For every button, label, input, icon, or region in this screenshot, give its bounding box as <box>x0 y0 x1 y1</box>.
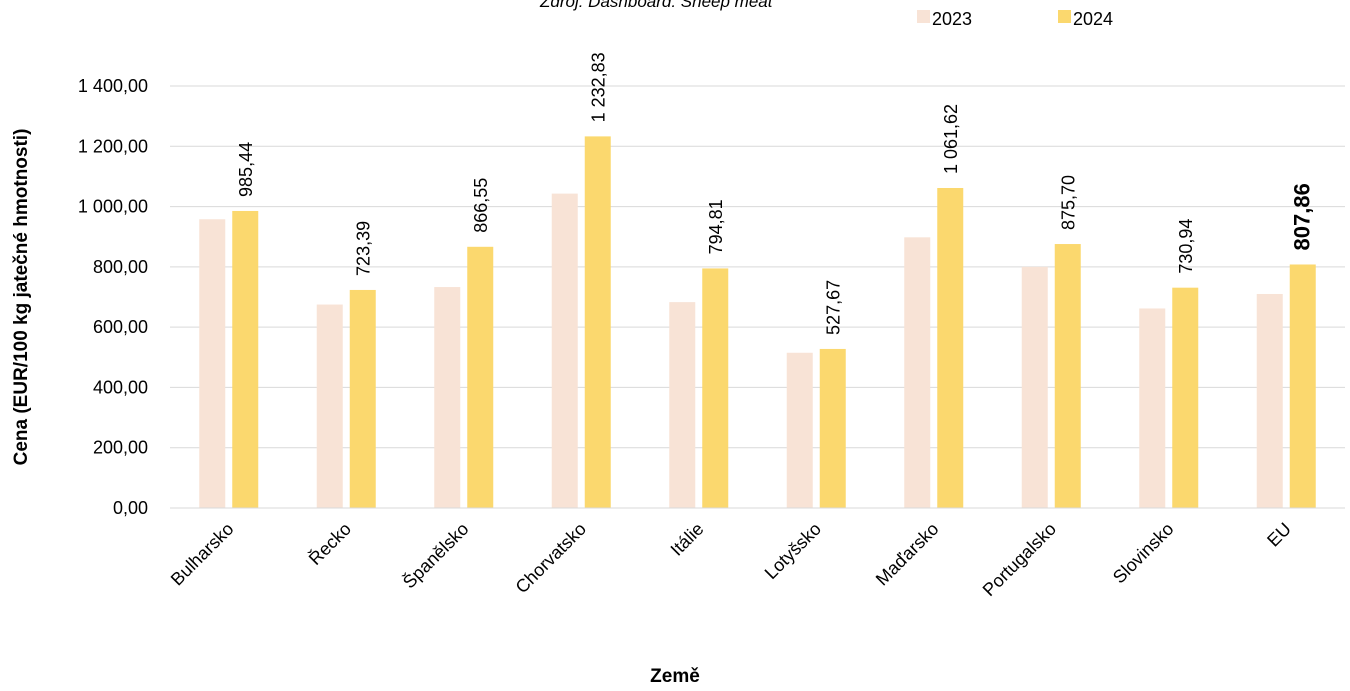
y-tick-label: 1 000,00 <box>78 197 148 217</box>
bar-2024 <box>819 348 846 508</box>
bar-2024 <box>349 289 376 508</box>
bar-2023 <box>904 237 931 508</box>
bar-2024 <box>1289 264 1316 508</box>
bar-2023 <box>1139 308 1166 508</box>
bar-2023 <box>1021 266 1048 508</box>
data-label-2024: 794,81 <box>706 199 726 254</box>
data-label-2024: 985,44 <box>236 142 256 197</box>
data-label-2024: 1 061,62 <box>941 104 961 174</box>
data-labels: 985,44 723,39 866,55 1 232,83 794,81 527,67 1 … <box>236 52 1315 335</box>
data-label-2024: 723,39 <box>354 221 374 276</box>
bar-2024 <box>232 210 259 508</box>
data-label-2024: 1 232,83 <box>589 52 609 122</box>
bar-2024 <box>467 246 494 509</box>
legend-label-2024: 2024 <box>1073 9 1113 29</box>
bars <box>199 136 1316 509</box>
x-tick-label: EU <box>1263 519 1295 551</box>
data-label-2024: 527,67 <box>824 280 844 335</box>
bar-2023 <box>786 352 813 508</box>
gridlines <box>170 85 1345 449</box>
y-axis-title: Cena (EUR/100 kg jatečné hmotnosti) <box>11 129 32 466</box>
data-label-2024: 866,55 <box>471 178 491 233</box>
x-axis-title: Země <box>650 666 700 686</box>
x-tick-label: Itálie <box>667 519 708 560</box>
bar-2023 <box>434 287 461 508</box>
source-note: Zdroj: Dashboard: Sheep meat <box>540 0 773 11</box>
y-tick-label: 1 200,00 <box>78 136 148 156</box>
legend: 2023 2024 <box>917 9 1113 29</box>
legend-swatch-2024 <box>1058 10 1071 23</box>
bar-2024 <box>1054 244 1081 508</box>
y-tick-label: 200,00 <box>93 438 148 458</box>
y-axis-ticks: 0,00 200,00 400,00 600,00 800,00 1 000,00 1 20… <box>78 76 148 518</box>
bar-2024 <box>937 187 964 508</box>
y-tick-label: 800,00 <box>93 257 148 277</box>
x-tick-label: Bulharsko <box>167 519 238 590</box>
bar-2023 <box>669 302 696 508</box>
y-tick-label: 400,00 <box>93 377 148 397</box>
bar-2024 <box>1172 287 1199 508</box>
data-label-2024: 807,86 <box>1290 183 1315 250</box>
data-label-2024: 730,94 <box>1176 219 1196 274</box>
x-tick-label: Lotyšsko <box>761 519 825 583</box>
bar-2023 <box>551 193 578 509</box>
legend-swatch-2023 <box>917 10 930 23</box>
x-tick-label: Španělsko <box>398 518 472 592</box>
data-label-2024: 875,70 <box>1059 175 1079 230</box>
x-tick-label: Slovinsko <box>1109 519 1178 588</box>
bar-2023 <box>1256 293 1283 508</box>
legend-label-2023: 2023 <box>932 9 972 29</box>
x-tick-label: Řecko <box>305 519 355 569</box>
x-tick-label: Portugalsko <box>979 519 1060 600</box>
bar-2024 <box>702 268 729 508</box>
bar-2024 <box>584 136 611 508</box>
x-tick-label: Maďarsko <box>872 519 943 590</box>
y-tick-label: 1 400,00 <box>78 76 148 96</box>
bar-2023 <box>316 304 343 508</box>
x-tick-label: Chorvatsko <box>512 519 591 598</box>
y-tick-label: 0,00 <box>113 498 148 518</box>
x-axis-ticks: Bulharsko Řecko Španělsko Chorvatsko Itálie L… <box>167 518 1295 600</box>
bar-2023 <box>199 219 226 508</box>
y-tick-label: 600,00 <box>93 317 148 337</box>
